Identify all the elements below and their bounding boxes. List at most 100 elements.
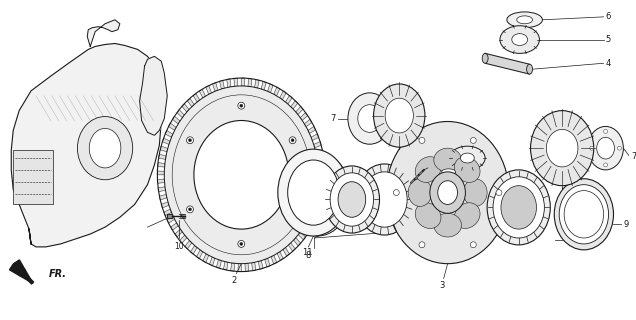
Ellipse shape <box>164 86 318 264</box>
Circle shape <box>604 163 607 167</box>
Polygon shape <box>203 254 209 262</box>
Ellipse shape <box>597 137 614 159</box>
Ellipse shape <box>464 179 487 206</box>
Polygon shape <box>226 79 231 87</box>
Polygon shape <box>317 190 324 195</box>
Ellipse shape <box>324 166 380 233</box>
Polygon shape <box>182 104 189 112</box>
Circle shape <box>188 208 191 211</box>
Ellipse shape <box>442 169 455 175</box>
Ellipse shape <box>434 148 462 172</box>
Polygon shape <box>199 89 205 98</box>
Polygon shape <box>286 96 292 104</box>
Ellipse shape <box>348 93 391 144</box>
Ellipse shape <box>430 172 466 213</box>
Polygon shape <box>261 81 266 90</box>
Ellipse shape <box>294 164 341 225</box>
Polygon shape <box>164 209 172 216</box>
Ellipse shape <box>434 213 462 237</box>
Polygon shape <box>177 110 184 118</box>
Polygon shape <box>298 232 305 240</box>
Ellipse shape <box>554 179 614 250</box>
Circle shape <box>289 137 296 144</box>
Polygon shape <box>318 166 325 171</box>
Text: 1: 1 <box>565 200 570 210</box>
Circle shape <box>238 102 245 109</box>
Polygon shape <box>216 260 221 268</box>
Polygon shape <box>485 53 530 74</box>
Polygon shape <box>268 84 273 92</box>
Polygon shape <box>158 163 165 167</box>
Polygon shape <box>167 216 175 223</box>
Circle shape <box>419 242 425 248</box>
Polygon shape <box>234 78 238 86</box>
Circle shape <box>291 208 294 211</box>
Text: 12: 12 <box>579 203 590 212</box>
Text: 3: 3 <box>439 281 445 291</box>
Polygon shape <box>157 171 164 175</box>
Ellipse shape <box>500 26 539 53</box>
Ellipse shape <box>487 170 550 245</box>
Polygon shape <box>185 241 192 249</box>
Polygon shape <box>317 158 324 163</box>
Ellipse shape <box>530 111 594 186</box>
Polygon shape <box>280 91 286 100</box>
Text: 5: 5 <box>432 158 438 167</box>
Ellipse shape <box>373 84 425 147</box>
Circle shape <box>471 138 476 143</box>
Polygon shape <box>197 250 203 259</box>
Polygon shape <box>160 195 167 200</box>
Polygon shape <box>167 214 172 218</box>
Polygon shape <box>289 243 295 251</box>
Polygon shape <box>245 263 249 271</box>
Circle shape <box>590 146 594 150</box>
Polygon shape <box>311 134 319 140</box>
Ellipse shape <box>507 12 543 28</box>
Polygon shape <box>252 262 256 271</box>
Polygon shape <box>175 229 183 237</box>
Ellipse shape <box>493 177 544 238</box>
Polygon shape <box>191 245 197 254</box>
Polygon shape <box>219 80 225 89</box>
Ellipse shape <box>287 160 339 225</box>
Ellipse shape <box>358 105 382 132</box>
Text: 9: 9 <box>623 220 628 229</box>
Text: 13: 13 <box>430 163 439 172</box>
Circle shape <box>186 206 193 213</box>
Polygon shape <box>308 126 315 133</box>
Ellipse shape <box>516 16 532 24</box>
Polygon shape <box>158 154 166 159</box>
Circle shape <box>240 104 243 107</box>
Polygon shape <box>274 87 280 96</box>
Polygon shape <box>303 226 310 233</box>
Circle shape <box>618 146 621 150</box>
Text: 1: 1 <box>392 162 397 171</box>
Polygon shape <box>300 113 308 120</box>
Text: 8: 8 <box>306 251 311 260</box>
Ellipse shape <box>362 172 407 227</box>
Ellipse shape <box>415 157 441 182</box>
Polygon shape <box>10 260 33 284</box>
Polygon shape <box>315 150 323 155</box>
Polygon shape <box>314 142 321 148</box>
Circle shape <box>291 139 294 142</box>
Circle shape <box>604 129 607 133</box>
Polygon shape <box>296 106 303 115</box>
Text: 2: 2 <box>232 276 237 285</box>
Ellipse shape <box>564 191 604 238</box>
Text: FR.: FR. <box>49 269 67 279</box>
Ellipse shape <box>385 98 413 133</box>
Polygon shape <box>206 85 212 94</box>
Circle shape <box>186 137 193 144</box>
Ellipse shape <box>89 128 121 168</box>
Circle shape <box>496 190 502 196</box>
Polygon shape <box>310 212 317 219</box>
Polygon shape <box>283 248 289 256</box>
Polygon shape <box>312 205 320 212</box>
Text: 4: 4 <box>605 59 611 68</box>
Ellipse shape <box>546 129 578 167</box>
Polygon shape <box>180 235 187 243</box>
Polygon shape <box>231 263 235 271</box>
Polygon shape <box>291 101 298 109</box>
Ellipse shape <box>415 203 441 228</box>
